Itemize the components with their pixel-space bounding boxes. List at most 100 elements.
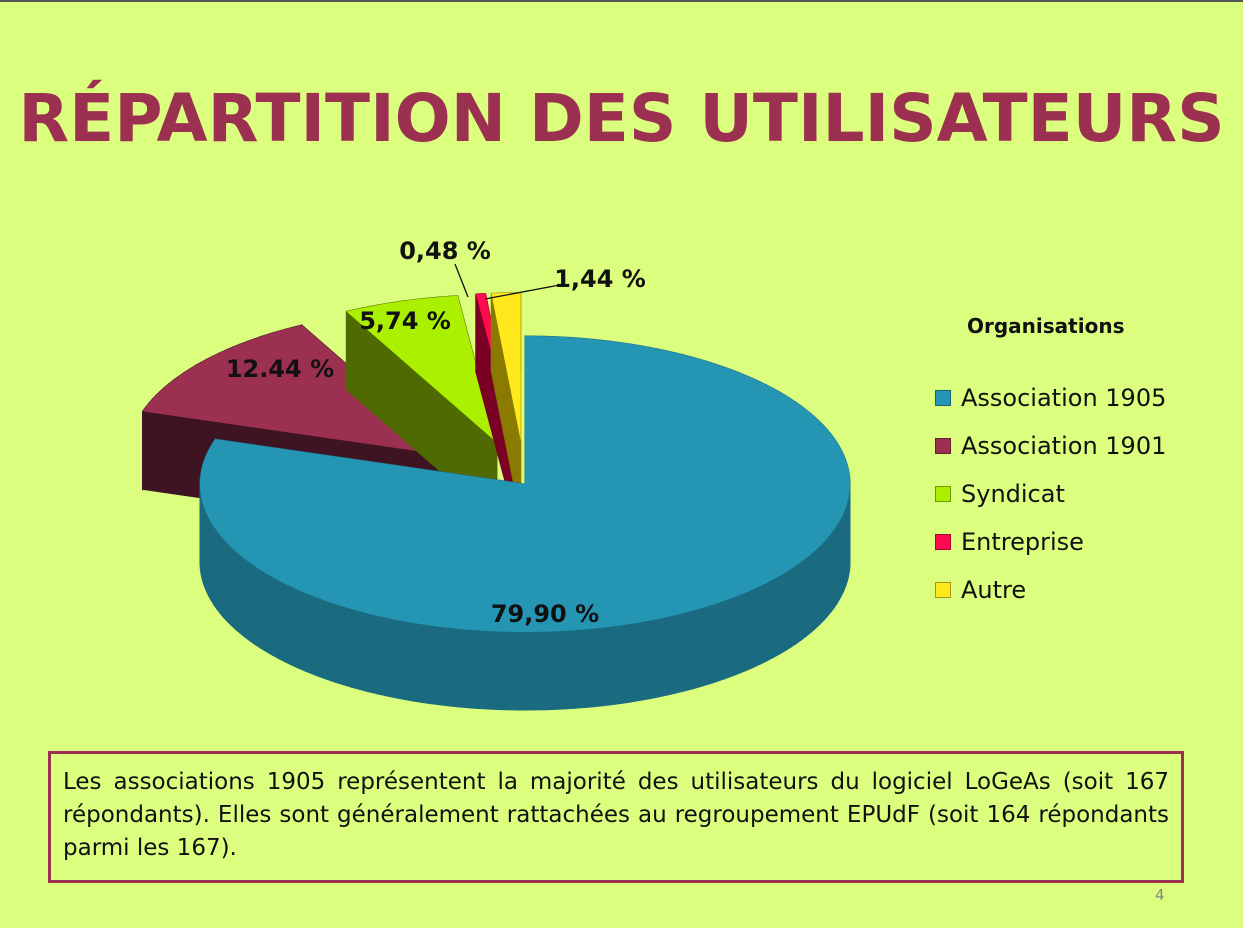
legend-item: Association 1905 xyxy=(935,374,1166,422)
slide-title: RÉPARTITION DES UTILISATEURS xyxy=(18,80,1225,157)
slice-side xyxy=(819,540,825,626)
slice-side xyxy=(393,618,404,700)
slice-side xyxy=(766,578,775,662)
slice-side xyxy=(639,620,650,701)
data-label: 1,44 % xyxy=(554,265,646,293)
slice-side xyxy=(277,579,286,663)
legend-label: Entreprise xyxy=(961,528,1084,556)
slice-side xyxy=(815,544,821,630)
slice-side xyxy=(525,631,537,711)
slice-side xyxy=(311,595,321,678)
data-label: 12.44 % xyxy=(226,355,334,383)
legend-item: Syndicat xyxy=(935,470,1166,518)
slice-side xyxy=(439,626,450,707)
slice-side xyxy=(593,627,604,708)
slice-side xyxy=(239,553,245,638)
slice-side xyxy=(234,549,241,634)
legend-swatch xyxy=(935,390,951,406)
slice-side xyxy=(496,630,508,711)
slice-side xyxy=(554,630,566,710)
slice-side xyxy=(692,607,702,690)
legend-label: Autre xyxy=(961,576,1027,604)
slice-side xyxy=(334,603,344,686)
slice-side xyxy=(806,552,813,637)
slice-side xyxy=(384,617,395,699)
pie-slice-association-1905 xyxy=(199,335,851,711)
legend-swatch xyxy=(935,486,951,502)
slice-side xyxy=(402,620,413,702)
slice-side xyxy=(350,608,361,691)
slice-side xyxy=(243,557,250,642)
slice-side xyxy=(248,561,256,646)
slice-side xyxy=(657,616,668,698)
slice-side xyxy=(796,560,803,645)
slice-side xyxy=(790,564,798,648)
slice-top xyxy=(346,295,497,443)
pie-slice-syndicat xyxy=(345,295,498,522)
slice-side xyxy=(467,629,479,709)
slice-side xyxy=(731,594,741,677)
slice-side xyxy=(545,630,556,711)
slice-side xyxy=(773,575,781,659)
summary-text-box: Les associations 1905 représentent la ma… xyxy=(48,751,1184,883)
slice-side xyxy=(477,629,489,710)
slice-side xyxy=(785,567,792,652)
slice-side xyxy=(254,565,261,649)
slice-side xyxy=(739,591,748,674)
slice-side xyxy=(265,572,273,656)
slice-side xyxy=(823,536,829,622)
slice-side xyxy=(760,581,768,665)
slice-side xyxy=(487,630,498,710)
slice-side xyxy=(420,623,432,705)
slice-side xyxy=(630,621,641,703)
slice-side xyxy=(259,568,267,653)
data-label: 79,90 % xyxy=(491,600,599,628)
data-label: 0,48 % xyxy=(399,237,491,265)
slice-side xyxy=(708,602,718,685)
slice-side xyxy=(226,541,232,627)
slice-side xyxy=(666,614,677,696)
slice-side xyxy=(574,628,585,709)
slice-side xyxy=(319,598,328,681)
slice-side xyxy=(230,545,236,631)
legend-item: Association 1901 xyxy=(935,422,1166,470)
data-label: 5,74 % xyxy=(359,307,451,335)
slice-side xyxy=(746,588,755,671)
slice-side xyxy=(675,612,685,694)
legend-label: Association 1905 xyxy=(961,384,1167,412)
slice-side xyxy=(716,600,726,683)
slice-side xyxy=(411,622,422,703)
slice-side xyxy=(271,576,279,660)
slice-side xyxy=(602,625,614,707)
slice-side xyxy=(683,610,694,692)
slice-side xyxy=(612,624,623,706)
slice-side xyxy=(506,631,518,711)
slice-side xyxy=(535,631,547,711)
slice-side xyxy=(284,582,292,666)
legend-item: Entreprise xyxy=(935,518,1166,566)
slice-side xyxy=(753,585,762,668)
slice-side xyxy=(219,533,224,619)
slice-side xyxy=(345,309,355,391)
slice-side xyxy=(304,592,313,675)
slice-top xyxy=(200,336,850,632)
leader-line-autre xyxy=(484,283,566,300)
slice-side xyxy=(811,548,817,633)
legend-swatch xyxy=(935,534,951,550)
legend-item: Autre xyxy=(935,566,1166,614)
slice-top xyxy=(142,324,453,457)
leader-line-entreprise xyxy=(454,263,469,298)
slice-side xyxy=(326,600,336,683)
pie-chart: 79,90 % 12.44 % 5,74 % 0,48 % 1,44 % xyxy=(142,237,851,711)
slice-side xyxy=(621,623,632,704)
slice-side xyxy=(297,589,306,672)
slice-side xyxy=(583,628,595,709)
slice-side xyxy=(342,606,352,688)
slice-side xyxy=(376,615,386,697)
pie-slice-autre xyxy=(490,292,522,519)
slice-side xyxy=(458,628,469,709)
slice-side xyxy=(724,597,733,680)
slice-top xyxy=(491,292,521,441)
slice-side xyxy=(222,537,228,623)
slice-side xyxy=(290,586,299,669)
